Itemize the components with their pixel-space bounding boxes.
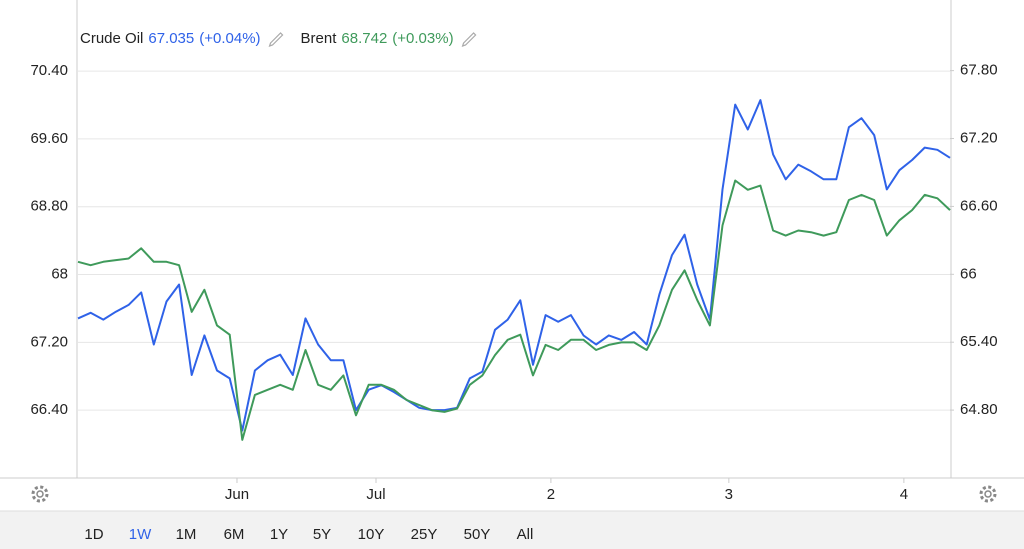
legend-change: (+0.04%)	[199, 30, 260, 47]
toolbar	[0, 511, 1024, 549]
y2-tick-label: 66	[960, 265, 977, 282]
gear-hub	[984, 490, 992, 498]
range-button[interactable]: 6M	[224, 526, 245, 543]
y2-tick-label: 67.80	[960, 62, 998, 79]
series-line	[77, 179, 951, 441]
y-tick-label: 69.60	[30, 130, 68, 147]
edit-icon[interactable]	[461, 32, 477, 47]
legend-last: 68.742	[341, 30, 387, 47]
legend: Crude Oil 67.035 (+0.04%) Brent 68.742 (+0.03…	[80, 30, 454, 47]
y-tick-label: 68	[51, 266, 68, 283]
range-button[interactable]: 5Y	[313, 526, 331, 543]
settings-icon[interactable]	[31, 485, 49, 503]
y-tick-label: 70.40	[30, 62, 68, 79]
x-tick-label: 4	[900, 486, 908, 503]
range-button[interactable]: 1W	[129, 526, 152, 543]
y-tick-label: 68.80	[30, 198, 68, 215]
y2-tick-label: 67.20	[960, 129, 998, 146]
range-button[interactable]: All	[517, 526, 534, 543]
range-button[interactable]: 1Y	[270, 526, 288, 543]
range-button[interactable]: 25Y	[411, 526, 438, 543]
legend-change: (+0.03%)	[392, 30, 453, 47]
range-button[interactable]: 1D	[84, 526, 103, 543]
x-tick-label: Jun	[225, 486, 249, 503]
series-line	[77, 99, 951, 432]
gear-hub	[36, 490, 44, 498]
range-button[interactable]: 10Y	[358, 526, 385, 543]
gear	[31, 485, 49, 503]
range-button[interactable]: 50Y	[464, 526, 491, 543]
x-tick-label: Jul	[366, 486, 385, 503]
x-tick-label: 2	[547, 486, 555, 503]
legend-last: 67.035	[148, 30, 194, 47]
y2-tick-label: 65.40	[960, 333, 998, 350]
y2-tick-label: 64.80	[960, 401, 998, 418]
y-tick-label: 66.40	[30, 401, 68, 418]
y-tick-label: 67.20	[30, 333, 68, 350]
edit-icon[interactable]	[268, 32, 284, 47]
legend-name: Crude Oil	[80, 30, 143, 47]
y2-tick-label: 66.60	[960, 197, 998, 214]
gear	[979, 485, 997, 503]
range-button[interactable]: 1M	[176, 526, 197, 543]
settings-icon[interactable]	[979, 485, 997, 503]
x-tick-label: 3	[725, 486, 733, 503]
legend-name: Brent	[301, 30, 338, 47]
